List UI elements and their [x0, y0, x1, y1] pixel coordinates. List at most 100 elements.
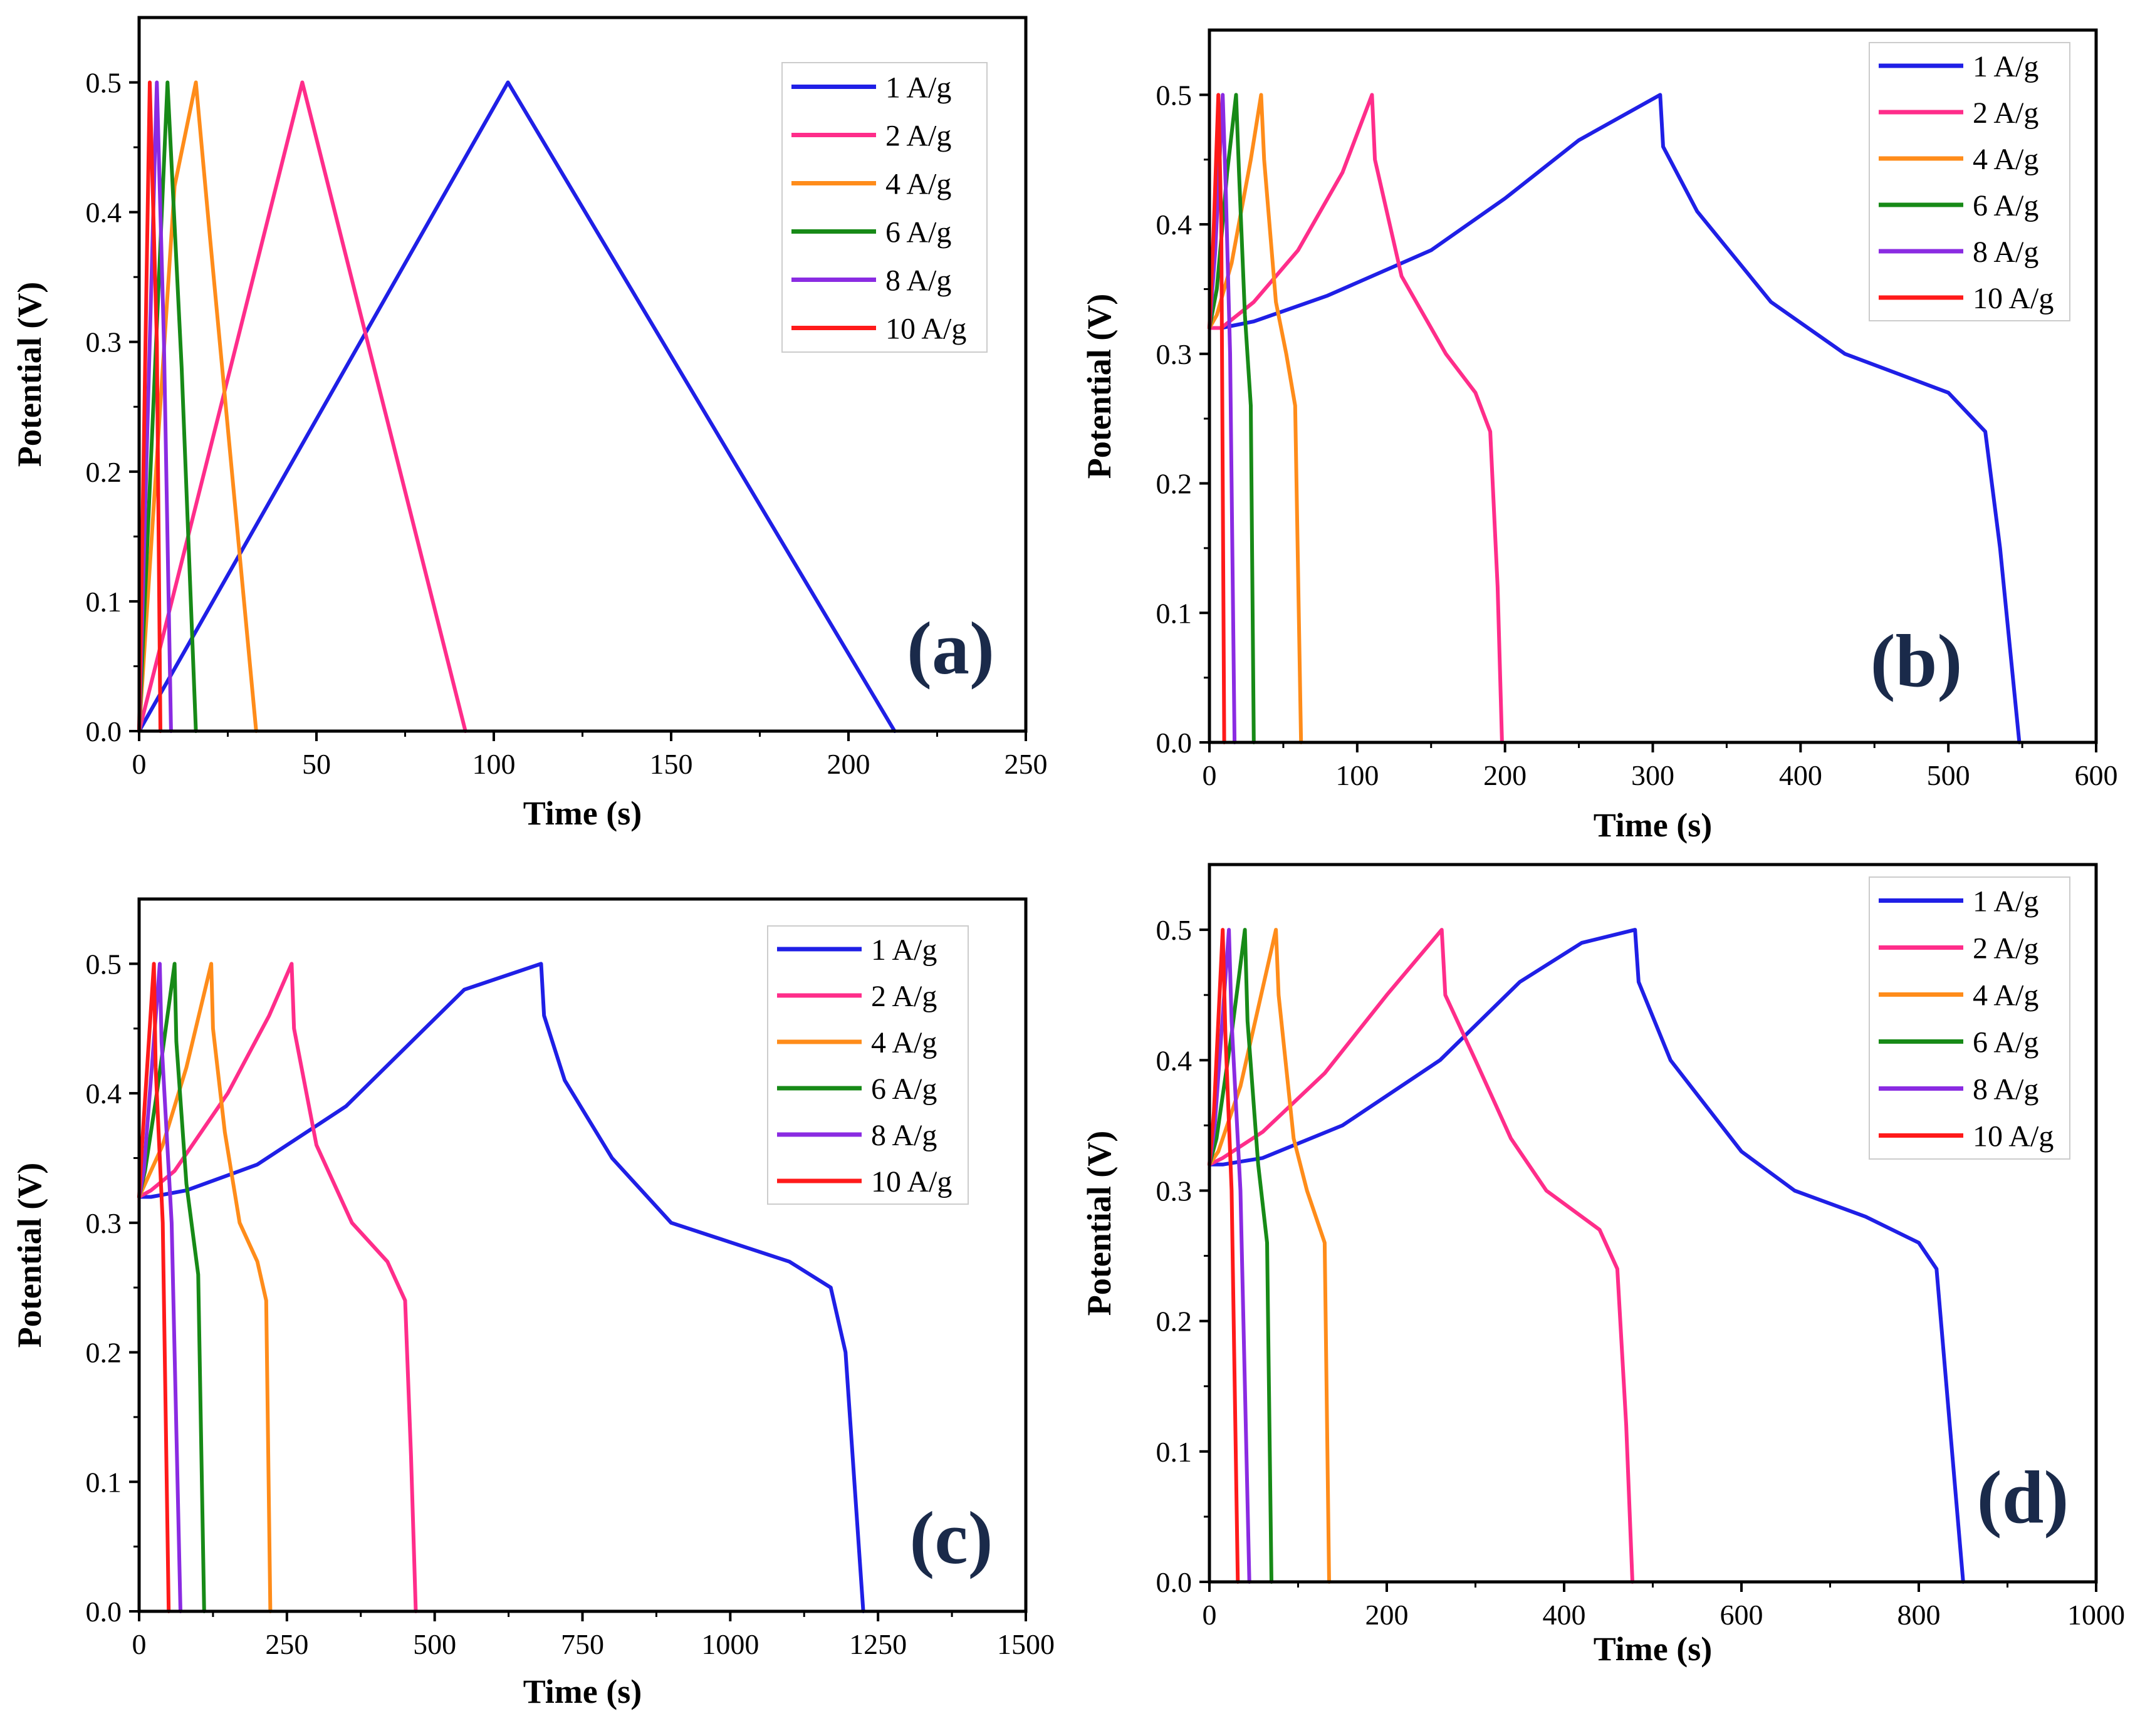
x-tick-label: 100	[472, 748, 516, 780]
legend-label: 8 A/g	[1973, 1073, 2038, 1106]
x-tick-label: 200	[827, 748, 870, 780]
legend-label: 1 A/g	[1973, 885, 2038, 918]
x-tick-label: 500	[1927, 759, 1970, 791]
y-tick-label: 0.5	[1156, 914, 1193, 946]
series-line-2-a-g	[137, 80, 467, 733]
legend-label: 4 A/g	[1973, 979, 2038, 1012]
y-tick-label: 0.0	[86, 715, 122, 747]
chart-panel-2: 0 100 200 300 400 500 600 0.0 0.1 0.2 0.3 0.4 0.5 Tim…	[1080, 28, 2118, 844]
legend-label: 2 A/g	[871, 980, 937, 1013]
y-tick-label: 0.0	[1156, 727, 1193, 759]
legend-label: 10 A/g	[1973, 282, 2054, 315]
y-tick-label: 0.3	[1156, 1175, 1193, 1207]
legend-label: 4 A/g	[871, 1026, 937, 1059]
y-tick-label: 0.1	[1156, 597, 1193, 629]
x-tick-label: 0	[132, 1628, 147, 1660]
series-line-6-a-g	[137, 962, 206, 1613]
series-group	[137, 962, 865, 1613]
x-tick-label: 750	[561, 1628, 604, 1660]
legend-label: 6 A/g	[1973, 189, 2038, 222]
x-tick-label: 200	[1365, 1599, 1409, 1631]
x-tick-label: 0	[132, 748, 147, 780]
series-line-1-a-g	[137, 962, 865, 1613]
x-tick-label: 250	[1005, 748, 1048, 780]
chart-panel-4: 0 200 400 600 800 1000 0.0 0.1 0.2 0.3 0.4 0.5 Time …	[1080, 863, 2125, 1668]
y-tick-label: 0.3	[1156, 338, 1193, 370]
series-line-1-a-g	[1208, 928, 1965, 1584]
y-axis-label: Potential (V)	[11, 1163, 48, 1348]
y-tick-label: 0.4	[1156, 209, 1193, 241]
legend-label: 1 A/g	[885, 71, 951, 105]
legend-label: 1 A/g	[1973, 50, 2038, 83]
chart-panel-3: 0 250 500 750 1000 1250 1500 0.0 0.1 0.2 0.3 0.4 0.5…	[11, 897, 1055, 1710]
x-tick-label: 300	[1631, 759, 1674, 791]
y-tick-label: 0.0	[86, 1596, 122, 1628]
x-axis-label: Time (s)	[1594, 806, 1712, 844]
x-tick-label: 0	[1203, 1599, 1217, 1631]
legend-label: 2 A/g	[1973, 96, 2038, 130]
x-tick-label: 100	[1335, 759, 1379, 791]
series-line-10-a-g	[137, 962, 171, 1613]
series-line-2-a-g	[1208, 928, 1634, 1584]
series-line-1-a-g	[137, 80, 897, 733]
chart-panel-1: 0 50 100 150 200 250 0.0 0.1 0.2 0.3 0.4 0.5 Time (s…	[11, 16, 1048, 832]
y-tick-label: 0.4	[86, 1078, 122, 1110]
x-tick-label: 1000	[2067, 1599, 2125, 1631]
series-line-8-a-g	[1208, 928, 1251, 1584]
panel-label: (c)	[909, 1496, 993, 1579]
legend-label: 2 A/g	[885, 120, 951, 153]
legend-label: 6 A/g	[885, 216, 951, 249]
series-line-6-a-g	[137, 80, 198, 733]
legend: 1 A/g 2 A/g 4 A/g 6 A/g 8 A/g 10 A/g	[1869, 42, 2070, 321]
series-line-2-a-g	[1208, 93, 1504, 744]
series-line-4-a-g	[1208, 928, 1331, 1584]
x-tick-label: 400	[1779, 759, 1822, 791]
x-tick-label: 800	[1897, 1599, 1941, 1631]
series-group	[137, 80, 897, 733]
series-line-6-a-g	[1208, 93, 1256, 744]
panel-label: (b)	[1871, 619, 1963, 702]
x-tick-label: 250	[265, 1628, 308, 1660]
legend-box	[1869, 876, 2070, 1160]
x-tick-label: 600	[1720, 1599, 1763, 1631]
x-tick-label: 1000	[701, 1628, 759, 1660]
x-tick-label: 150	[650, 748, 693, 780]
x-axis-label: Time (s)	[523, 794, 642, 832]
legend-label: 10 A/g	[871, 1165, 952, 1198]
legend-label: 4 A/g	[1973, 143, 2038, 176]
series-line-8-a-g	[137, 962, 182, 1613]
y-tick-label: 0.1	[86, 586, 122, 618]
legend: 1 A/g 2 A/g 4 A/g 6 A/g 8 A/g 10 A/g	[1869, 876, 2070, 1160]
series-line-1-a-g	[1208, 93, 2022, 744]
series-line-8-a-g	[137, 80, 173, 733]
x-tick-label: 400	[1543, 1599, 1586, 1631]
y-axis-label: Potential (V)	[1080, 1131, 1118, 1316]
series-line-2-a-g	[137, 962, 418, 1613]
x-tick-label: 1250	[849, 1628, 907, 1660]
legend-label: 1 A/g	[871, 933, 937, 967]
y-tick-label: 0.5	[86, 67, 122, 99]
series-group	[1208, 928, 1965, 1584]
x-axis-label: Time (s)	[1594, 1630, 1712, 1668]
legend-label: 10 A/g	[885, 313, 966, 346]
series-line-8-a-g	[1208, 93, 1237, 744]
y-tick-label: 0.5	[86, 948, 122, 980]
y-tick-label: 0.0	[1156, 1566, 1193, 1598]
y-axis-label: Potential (V)	[11, 282, 48, 467]
y-axis-label: Potential (V)	[1080, 294, 1118, 479]
x-tick-label: 50	[302, 748, 331, 780]
y-tick-label: 0.2	[86, 1337, 122, 1369]
series-line-6-a-g	[1208, 928, 1273, 1584]
legend-label: 8 A/g	[871, 1119, 937, 1152]
x-tick-label: 600	[2075, 759, 2118, 791]
y-tick-label: 0.3	[86, 326, 122, 358]
x-tick-label: 1500	[997, 1628, 1055, 1660]
series-group	[1208, 93, 2022, 744]
x-axis-label: Time (s)	[523, 1673, 642, 1710]
series-line-4-a-g	[1208, 93, 1303, 744]
legend: 1 A/g 2 A/g 4 A/g 6 A/g 8 A/g 10 A/g	[767, 925, 969, 1205]
y-tick-label: 0.1	[86, 1466, 122, 1498]
legend-label: 8 A/g	[885, 264, 951, 298]
legend-label: 6 A/g	[1973, 1026, 2038, 1059]
